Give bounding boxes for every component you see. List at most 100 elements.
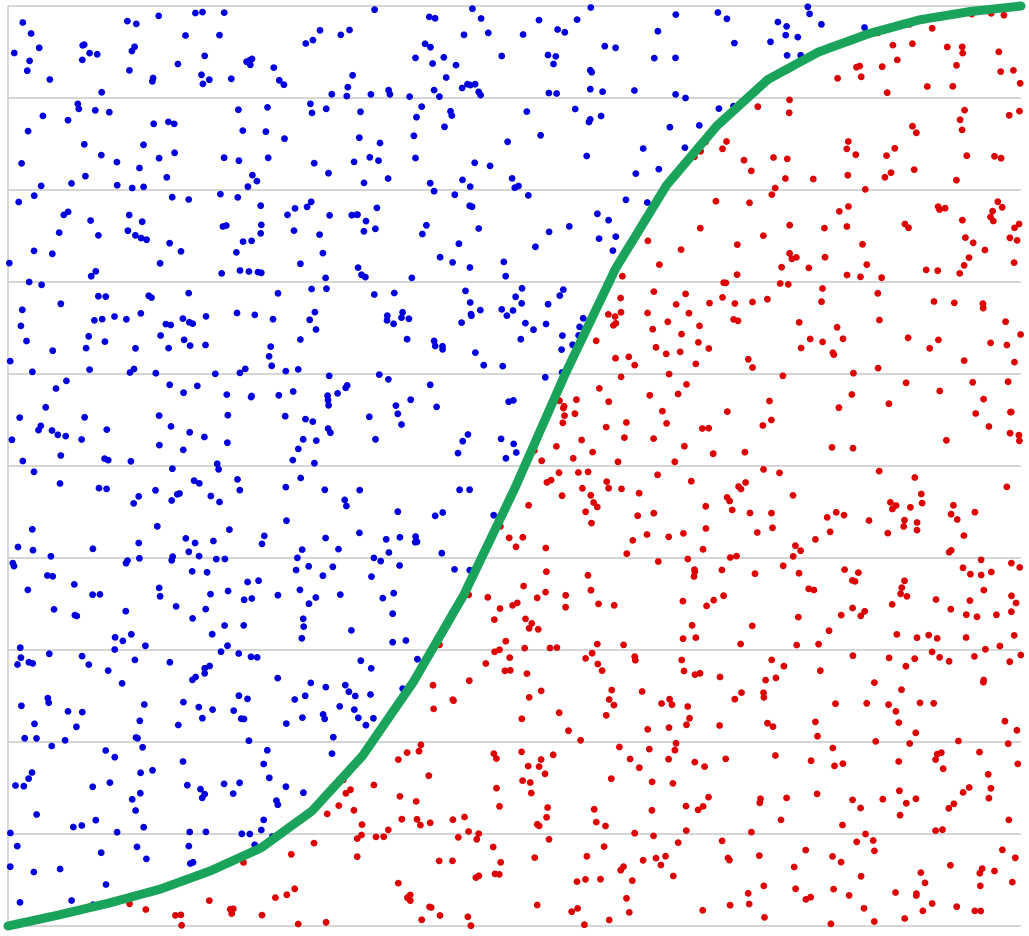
data-point-above-curve: [218, 270, 226, 277]
data-point-above-curve: [5, 259, 13, 267]
data-point-above-curve: [39, 112, 47, 120]
data-point-below-curve: [623, 550, 631, 558]
data-point-above-curve: [235, 692, 243, 700]
data-point-below-curve: [509, 602, 516, 609]
data-point-above-curve: [458, 319, 465, 326]
data-point-above-curve: [427, 43, 434, 51]
data-point-below-curve: [764, 295, 771, 303]
data-point-above-curve: [56, 480, 64, 487]
data-point-above-curve: [477, 15, 485, 22]
data-point-above-curve: [233, 249, 240, 256]
data-point-below-curve: [789, 553, 797, 560]
data-point-below-curve: [853, 838, 861, 846]
data-point-below-curve: [635, 764, 643, 772]
data-point-above-curve: [605, 216, 612, 224]
data-point-above-curve: [319, 249, 327, 257]
data-point-below-curve: [856, 62, 864, 70]
data-point-above-curve: [8, 436, 16, 444]
data-point-above-curve: [782, 31, 790, 39]
data-point-below-curve: [1008, 878, 1016, 886]
data-point-above-curve: [423, 221, 430, 229]
data-point-below-curve: [760, 232, 767, 240]
data-point-below-curve: [881, 173, 889, 181]
data-point-below-curve: [857, 804, 864, 812]
data-point-below-curve: [518, 715, 526, 723]
data-point-above-curve: [544, 300, 552, 308]
data-point-above-curve: [248, 595, 256, 602]
data-point-below-curve: [869, 837, 877, 844]
data-point-below-curve: [1017, 651, 1025, 659]
data-point-below-curve: [837, 858, 845, 866]
data-point-below-curve: [778, 263, 785, 271]
data-point-below-curve: [898, 584, 906, 591]
data-point-above-curve: [124, 227, 132, 235]
data-point-above-curve: [208, 630, 216, 638]
data-point-above-curve: [224, 439, 231, 447]
data-point-below-curve: [917, 869, 925, 876]
data-point-above-curve: [197, 785, 204, 793]
data-point-below-curve: [1005, 816, 1013, 824]
data-point-below-curve: [769, 723, 777, 730]
data-point-above-curve: [408, 274, 416, 282]
data-point-above-curve: [135, 493, 143, 500]
data-point-above-curve: [767, 38, 774, 46]
data-point-below-curve: [794, 613, 802, 621]
data-point-above-curve: [632, 170, 640, 178]
data-point-below-curve: [772, 752, 779, 759]
data-point-below-curve: [779, 562, 787, 570]
data-point-above-curve: [102, 881, 110, 888]
data-point-above-curve: [210, 537, 217, 545]
data-point-below-curve: [819, 285, 826, 292]
data-point-above-curve: [209, 706, 217, 713]
data-point-above-curve: [586, 85, 594, 93]
data-point-below-curve: [558, 492, 566, 500]
data-point-above-curve: [155, 154, 163, 162]
data-point-below-curve: [696, 224, 704, 232]
data-point-below-curve: [415, 747, 423, 755]
data-point-above-curve: [86, 366, 93, 373]
data-point-below-curve: [665, 724, 673, 731]
data-point-below-curve: [960, 532, 968, 539]
data-point-above-curve: [215, 465, 223, 473]
data-point-below-curve: [857, 872, 865, 880]
data-point-below-curve: [913, 634, 921, 642]
data-point-above-curve: [38, 281, 45, 289]
data-point-above-curve: [714, 9, 722, 16]
data-point-below-curve: [684, 555, 692, 563]
data-point-above-curve: [351, 692, 359, 700]
data-point-below-curve: [786, 249, 793, 257]
data-point-below-curve: [731, 300, 739, 307]
data-point-below-curve: [142, 906, 150, 913]
data-point-above-curve: [406, 93, 413, 100]
data-point-above-curve: [188, 568, 196, 575]
data-point-above-curve: [24, 127, 32, 135]
data-point-below-curve: [467, 922, 475, 930]
data-point-below-curve: [258, 911, 266, 919]
data-point-below-curve: [577, 736, 584, 744]
data-point-below-curve: [425, 772, 433, 780]
data-point-above-curve: [612, 44, 619, 52]
data-point-below-curve: [841, 566, 848, 573]
data-point-above-curve: [723, 15, 731, 23]
data-point-below-curve: [962, 611, 970, 619]
boundary-curve-layer: [3, 1, 1026, 931]
data-point-below-curve: [705, 793, 712, 801]
data-point-below-curve: [674, 390, 682, 398]
data-point-below-curve: [912, 795, 920, 803]
data-point-below-curve: [588, 519, 595, 527]
data-point-below-curve: [889, 41, 897, 49]
data-point-below-curve: [777, 816, 785, 824]
data-point-above-curve: [16, 899, 24, 906]
data-point-below-curve: [484, 593, 492, 601]
data-point-above-curve: [545, 228, 553, 236]
data-point-above-curve: [281, 135, 288, 143]
data-point-above-curve: [138, 218, 146, 226]
series-above-curve: [5, 3, 916, 909]
data-point-above-curve: [27, 30, 35, 37]
data-point-below-curve: [726, 554, 734, 561]
data-point-above-curve: [55, 229, 63, 237]
data-point-above-curve: [199, 80, 207, 88]
data-point-above-curve: [257, 269, 265, 277]
data-point-above-curve: [346, 26, 353, 34]
data-point-above-curve: [68, 180, 75, 187]
